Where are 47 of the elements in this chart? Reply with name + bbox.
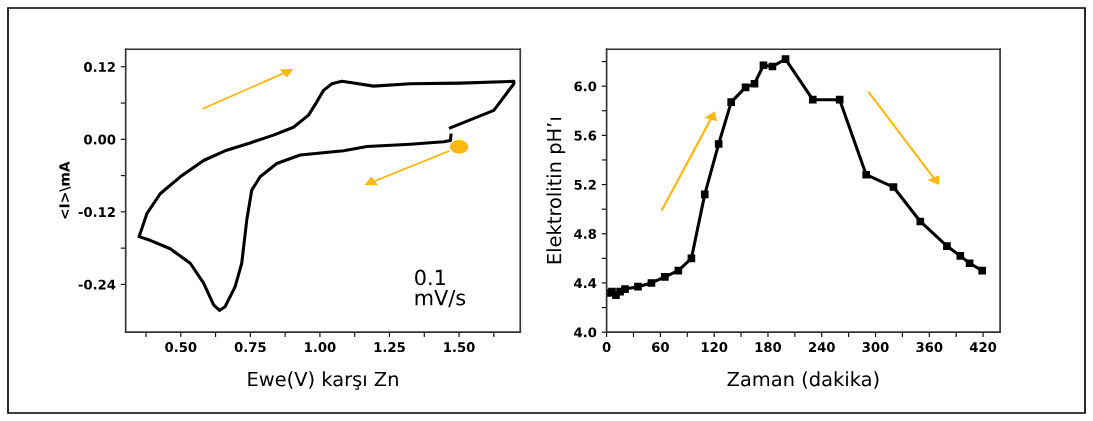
x-tick-label: 1.50 [444,342,475,353]
x-tick-label: 60 [652,342,669,353]
point [621,285,629,293]
x-tick-label: 300 [862,342,889,353]
line-series [137,79,516,312]
x-tick-label: 0 [602,342,611,353]
x-axis-title: Ewe(V) karşı Zn [248,371,398,390]
point [750,79,759,88]
y-tick-label: 6.0 [574,81,597,92]
y-tick-label: -0.24 [78,279,116,290]
y-tick-label: -0.12 [78,207,115,218]
y-tick-label: 0.12 [84,62,115,72]
x-tick-label: 360 [916,342,943,353]
y-tick-label: 5.2 [574,179,596,190]
x-tick-label: 0.75 [234,342,266,353]
y-axis-title: <I>\mA [59,161,71,219]
point [727,98,736,106]
point [781,55,790,63]
point [965,259,974,268]
point [862,170,871,179]
y-tick-label: 0.00 [84,134,116,145]
point [943,242,951,250]
point [889,183,898,191]
x-tick-label: 0.50 [165,342,197,353]
point [700,190,709,199]
x-tick-label: 420 [969,342,997,353]
point [956,252,965,260]
x-tick-label: 180 [755,342,782,353]
point [808,95,817,104]
x-tick-label: 1.25 [374,342,405,353]
annotation: 0.1 mV/s [415,269,466,308]
point [714,140,723,148]
y-tick-label: 4.8 [574,228,597,239]
x-tick-label: 1.00 [305,342,336,353]
point [759,61,768,70]
point [634,282,642,291]
point [647,279,656,287]
point [978,266,986,275]
point [661,272,669,281]
y-tick-label: 4.0 [574,327,597,338]
x-axis-title: Zaman (dakika) [727,371,879,389]
y-axis-title: Elektrolitin pH’ı [546,118,566,264]
y-tick-label: 4.4 [574,278,597,288]
x-tick-label: 240 [809,342,835,353]
point [835,95,844,104]
x-tick-label: 120 [701,342,728,353]
y-tick-label: 5.6 [574,130,597,141]
